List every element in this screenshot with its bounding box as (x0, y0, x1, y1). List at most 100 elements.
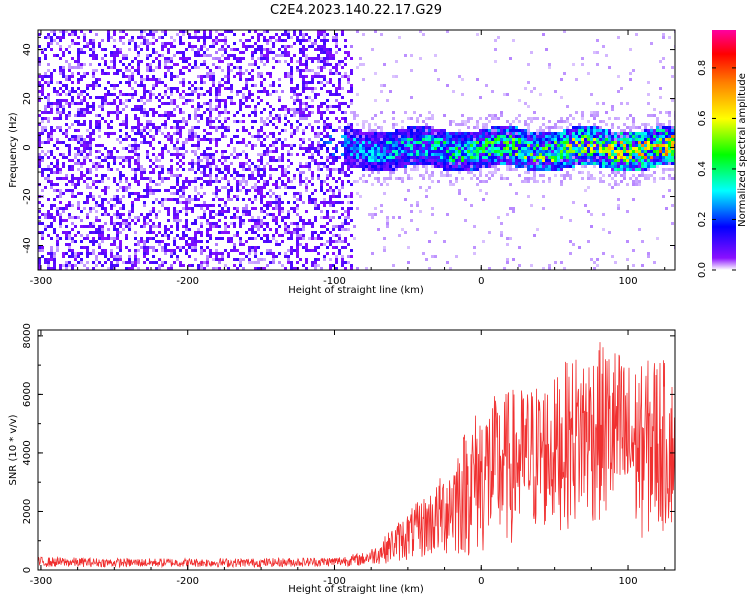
heatmap-cell (299, 192, 302, 195)
heatmap-cell (209, 204, 212, 207)
heatmap-cell (323, 78, 326, 81)
heatmap-cell (92, 45, 95, 48)
heatmap-cell (248, 78, 251, 81)
heatmap-cell (569, 114, 572, 117)
heatmap-cell (59, 30, 62, 33)
heatmap-cell (65, 135, 68, 138)
heatmap-cell (146, 267, 149, 270)
heatmap-cell (104, 207, 107, 210)
heatmap-cell (269, 84, 272, 87)
heatmap-cell (569, 162, 572, 165)
heatmap-cell (422, 141, 425, 144)
heatmap-cell (311, 42, 314, 45)
heatmap-cell (158, 129, 161, 132)
heatmap-cell (350, 264, 353, 267)
heatmap-cell (323, 243, 326, 246)
heatmap-cell (209, 228, 212, 231)
heatmap-cell (332, 240, 335, 243)
heatmap-cell (428, 135, 431, 138)
heatmap-cell (332, 54, 335, 57)
heatmap-cell (125, 225, 128, 228)
heatmap-cell (101, 249, 104, 252)
heatmap-cell (311, 237, 314, 240)
heatmap-cell (92, 231, 95, 234)
heatmap-cell (116, 201, 119, 204)
heatmap-cell (413, 141, 416, 144)
heatmap-cell (545, 126, 548, 129)
heatmap-cell (287, 30, 290, 33)
heatmap-cell (92, 129, 95, 132)
heatmap-cell (458, 162, 461, 165)
heatmap-cell (275, 33, 278, 36)
heatmap-cell (188, 198, 191, 201)
heatmap-cell (260, 144, 263, 147)
heatmap-cell (230, 138, 233, 141)
heatmap-cell (290, 108, 293, 111)
heatmap-cell (110, 249, 113, 252)
heatmap-cell (173, 240, 176, 243)
heatmap-cell (158, 126, 161, 129)
heatmap-cell (446, 165, 449, 168)
heatmap-cell (518, 147, 521, 150)
heatmap-cell (221, 162, 224, 165)
heatmap-cell (227, 198, 230, 201)
heatmap-cell (179, 51, 182, 54)
heatmap-cell (269, 252, 272, 255)
heatmap-cell (194, 66, 197, 69)
heatmap-cell (251, 219, 254, 222)
heatmap-cell (245, 84, 248, 87)
heatmap-cell (344, 153, 347, 156)
heatmap-cell (407, 144, 410, 147)
heatmap-cell (275, 207, 278, 210)
heatmap-cell (290, 249, 293, 252)
heatmap-cell (359, 141, 362, 144)
heatmap-cell (446, 171, 449, 174)
heatmap-cell (389, 138, 392, 141)
heatmap-cell (215, 105, 218, 108)
heatmap-cell (71, 192, 74, 195)
heatmap-cell (182, 66, 185, 69)
heatmap-cell (224, 105, 227, 108)
heatmap-cell (197, 114, 200, 117)
heatmap-cell (440, 144, 443, 147)
heatmap-cell (176, 123, 179, 126)
heatmap-cell (209, 255, 212, 258)
heatmap-cell (344, 174, 347, 177)
heatmap-cell (509, 168, 512, 171)
heatmap-cell (125, 180, 128, 183)
heatmap-cell (536, 156, 539, 159)
heatmap-cell (185, 186, 188, 189)
heatmap-cell (212, 222, 215, 225)
heatmap-cell (521, 147, 524, 150)
heatmap-cell (272, 219, 275, 222)
heatmap-cell (560, 174, 563, 177)
heatmap-cell (92, 162, 95, 165)
heatmap-cell (263, 144, 266, 147)
heatmap-cell (95, 186, 98, 189)
heatmap-cell (104, 87, 107, 90)
heatmap-cell (398, 135, 401, 138)
heatmap-cell (503, 129, 506, 132)
heatmap-cell (128, 225, 131, 228)
heatmap-cell (155, 156, 158, 159)
heatmap-cell (47, 69, 50, 72)
heatmap-cell (353, 159, 356, 162)
heatmap-cell (335, 87, 338, 90)
heatmap-cell (335, 159, 338, 162)
heatmap-cell (176, 147, 179, 150)
heatmap-cell (95, 123, 98, 126)
heatmap-cell (506, 126, 509, 129)
heatmap-cell (119, 93, 122, 96)
heatmap-cell (161, 102, 164, 105)
heatmap-cell (380, 159, 383, 162)
heatmap-cell (206, 108, 209, 111)
heatmap-cell (68, 45, 71, 48)
heatmap-cell (194, 204, 197, 207)
heatmap-cell (59, 195, 62, 198)
heatmap-cell (278, 96, 281, 99)
heatmap-cell (242, 162, 245, 165)
heatmap-cell (344, 120, 347, 123)
heatmap-cell (266, 264, 269, 267)
heatmap-cell (341, 246, 344, 249)
heatmap-cell (149, 189, 152, 192)
